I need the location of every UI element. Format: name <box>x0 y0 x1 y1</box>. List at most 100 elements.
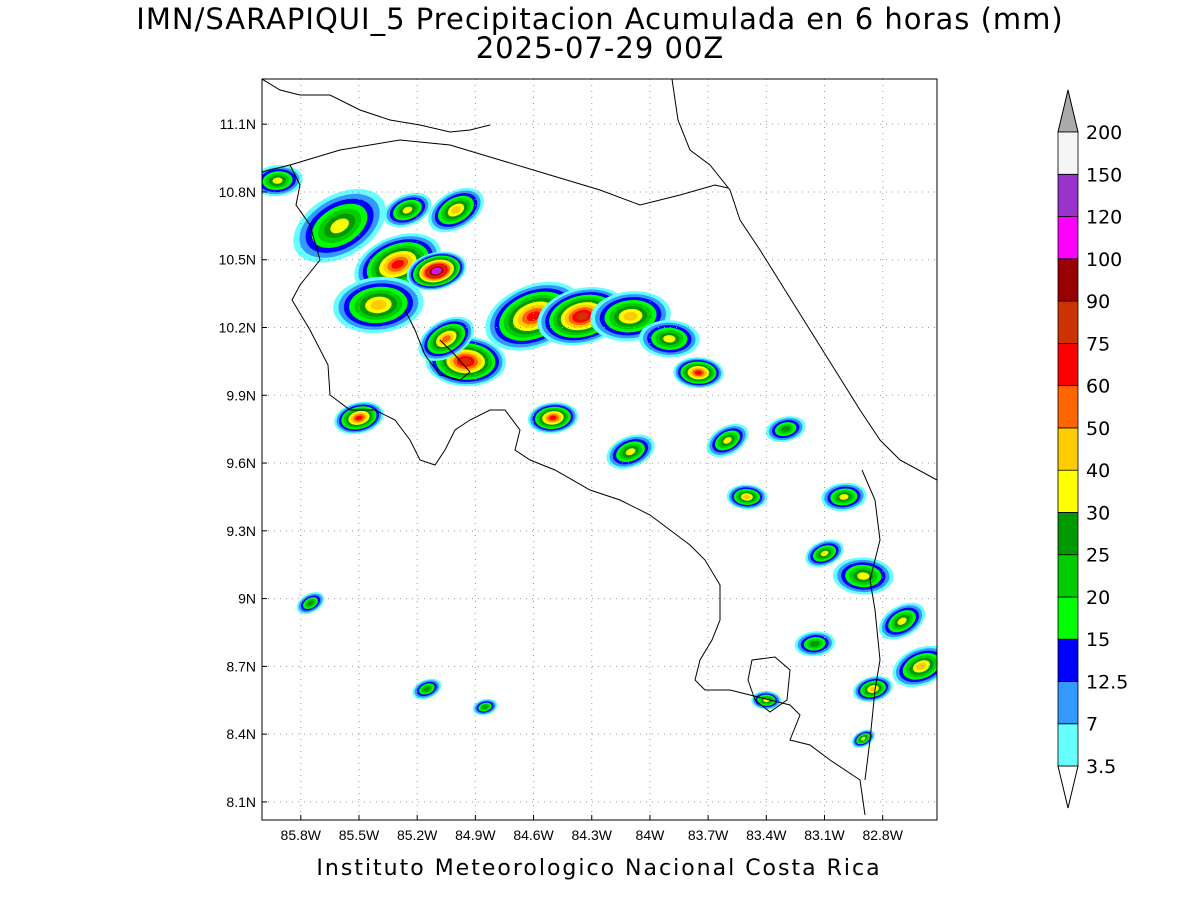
colorbar-swatch <box>1057 342 1079 386</box>
rain-contour <box>743 494 751 500</box>
colorbar-label: 40 <box>1086 460 1110 482</box>
rain-contour <box>623 311 638 321</box>
colorbar-label: 90 <box>1086 291 1110 313</box>
colorbar: 3.5 7 12.5 15 20 25 30 40 50 60 75 90 100 120 150 200 <box>1057 89 1128 809</box>
colorbar-label: 30 <box>1086 502 1110 524</box>
rain-cell <box>765 416 806 443</box>
rain-contour <box>576 312 588 320</box>
lon-tick-label: 85.2W <box>397 827 438 843</box>
colorbar-swatch <box>1057 681 1079 725</box>
lat-tick-label: 8.4N <box>226 726 256 742</box>
colorbar-label: 15 <box>1086 629 1110 651</box>
rain-cell <box>606 434 655 469</box>
colorbar-swatch <box>1057 596 1079 640</box>
colorbar-swatch <box>1057 469 1079 513</box>
colorbar-high-arrow <box>1057 89 1079 133</box>
colorbar-label: 60 <box>1086 376 1110 398</box>
rain-contour <box>441 335 451 343</box>
rain-contour <box>482 705 488 709</box>
lat-tick-label: 10.8N <box>219 184 256 200</box>
colorbar-swatch <box>1057 427 1079 471</box>
colorbar-label: 25 <box>1086 545 1110 567</box>
rain-cell <box>334 401 384 435</box>
lat-tick-label: 9N <box>238 591 256 607</box>
colorbar-swatch <box>1057 512 1079 556</box>
colorbar-label: 50 <box>1086 418 1110 440</box>
colorbar-label: 120 <box>1086 207 1122 229</box>
rain-cell <box>406 251 467 291</box>
lon-tick-label: 82.8W <box>862 827 903 843</box>
colorbar-swatch <box>1057 173 1079 218</box>
colorbar-label: 12.5 <box>1086 671 1128 693</box>
colorbar-label: 3.5 <box>1086 756 1116 778</box>
lon-tick-label: 85.5W <box>339 827 380 843</box>
rain-cell <box>333 276 424 334</box>
colorbar-label: 200 <box>1086 122 1122 144</box>
osa-peninsula <box>747 656 791 713</box>
lat-tick-label: 10.2N <box>219 320 256 336</box>
lon-tick-label: 83.4W <box>746 827 787 843</box>
rain-contour <box>460 358 471 365</box>
rain-cell <box>821 482 867 512</box>
plot-area <box>261 78 938 821</box>
lake-nicaragua <box>262 79 491 133</box>
panama-border <box>861 469 881 781</box>
rain-contour <box>391 259 404 269</box>
rain-cell <box>851 729 875 748</box>
map-title: IMN/SARAPIQUI_5 Precipitacion Acumulada … <box>136 2 1064 36</box>
rain-cell <box>262 165 303 197</box>
rain-contour <box>897 617 907 625</box>
rain-contour <box>839 494 849 500</box>
plot-frame <box>261 78 938 821</box>
rain-contour <box>370 299 387 310</box>
colorbar-swatch <box>1057 638 1079 682</box>
rain-cell <box>428 187 484 233</box>
colorbar-swatch <box>1057 385 1079 429</box>
lon-tick-label: 84.6W <box>513 827 554 843</box>
rain-contour <box>526 311 541 322</box>
lon-tick-label: 85.8W <box>281 827 322 843</box>
colorbar-label: 7 <box>1086 714 1098 736</box>
lat-tick-label: 11.1N <box>220 116 256 132</box>
colorbar-label: 20 <box>1086 587 1110 609</box>
colorbar-low-arrow <box>1057 765 1079 809</box>
rain-cell <box>892 645 937 688</box>
colorbar-label: 150 <box>1086 164 1122 186</box>
colorbar-label: 100 <box>1086 249 1122 271</box>
rain-cell <box>412 678 442 700</box>
map-date: 2025-07-29 00Z <box>475 31 725 65</box>
rain-contour <box>549 415 557 421</box>
rain-cell <box>472 698 498 716</box>
rain-contour <box>423 686 431 692</box>
rain-cell <box>706 423 749 458</box>
lat-tick-label: 10.5N <box>219 252 256 268</box>
lon-tick-label: 84.3W <box>572 827 613 843</box>
caribbean-coastline <box>671 79 937 481</box>
colorbar-label: 75 <box>1086 333 1110 355</box>
rain-contour <box>625 448 636 456</box>
colorbar-swatch <box>1057 131 1079 175</box>
colorbar-swatch <box>1057 258 1079 302</box>
rain-contour <box>663 335 676 343</box>
rain-contour <box>916 662 927 671</box>
rain-cell <box>383 192 432 228</box>
lat-tick-label: 8.1N <box>226 794 256 810</box>
lon-tick-label: 84.9W <box>455 827 496 843</box>
lat-tick-label: 9.3N <box>226 523 256 539</box>
rain-contour <box>307 600 314 606</box>
precipitation-field <box>262 165 937 748</box>
lat-tick-label: 9.6N <box>226 455 256 471</box>
rain-contour <box>330 218 349 234</box>
colorbar-swatch <box>1057 300 1079 344</box>
rain-cell <box>878 602 926 640</box>
rain-contour <box>723 437 732 444</box>
rain-cell <box>639 320 700 358</box>
rain-cell <box>853 675 893 702</box>
lon-tick-label: 83.7W <box>688 827 729 843</box>
rain-contour <box>860 736 866 741</box>
colorbar-swatch <box>1057 216 1079 260</box>
colorbar-swatch <box>1057 723 1079 767</box>
lat-tick-label: 8.7N <box>226 658 256 674</box>
nicaragua-border <box>289 139 729 206</box>
